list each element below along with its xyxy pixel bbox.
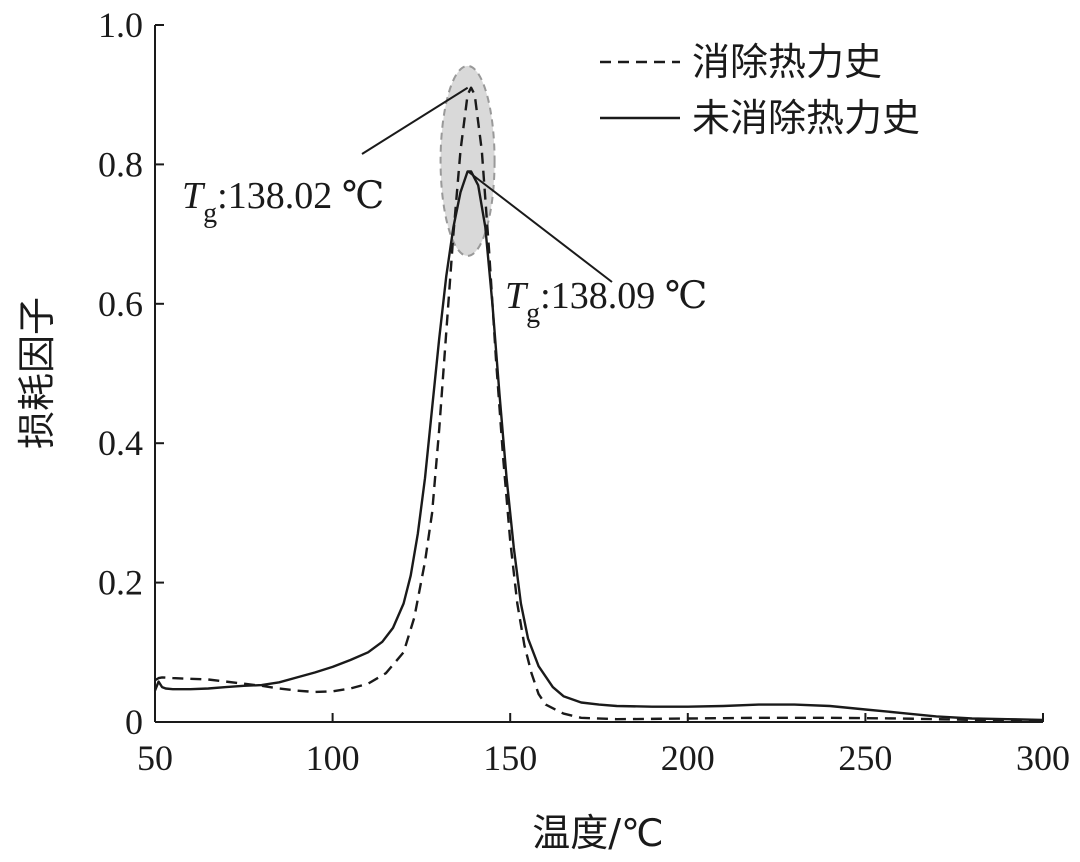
tg-annotation-label: Tg:138.09 ℃ [505,275,707,329]
x-tick-label: 200 [661,738,715,778]
tg-value: :138.09 ℃ [540,275,707,317]
y-tick-label: 0.2 [98,563,143,603]
y-axis-title: 损耗因子 [15,297,59,449]
tg-annotation-leader-line [361,86,469,155]
x-tick-label: 250 [838,738,892,778]
legend-label: 未消除热力史 [692,96,920,140]
series-line-solid [153,170,1044,722]
y-tick-label: 0.6 [98,284,143,324]
tg-annotation-label: Tg:138.02 ℃ [182,175,384,229]
y-tick-label: 0.4 [98,423,143,463]
tg-symbol: T [505,275,529,317]
x-axis-title: 温度/℃ [532,811,663,855]
x-tick-label: 300 [1016,738,1070,778]
x-tick-label: 50 [137,738,173,778]
tg-value: :138.02 ℃ [217,175,384,217]
tg-subscript: g [203,198,217,229]
y-tick-label: 0 [125,702,143,742]
y-tick-label: 1.0 [98,5,143,45]
x-tick-label: 100 [306,738,360,778]
x-tick-label: 150 [483,738,537,778]
tg-annotation-leader-line [467,170,613,283]
y-tick-label: 0.8 [98,144,143,184]
legend-label: 消除热力史 [692,40,882,84]
tg-subscript: g [526,298,540,329]
tg-symbol: T [182,175,206,217]
